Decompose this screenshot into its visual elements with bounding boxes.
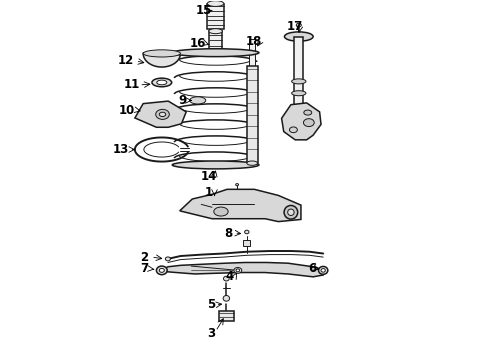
Bar xyxy=(219,311,234,321)
Text: 11: 11 xyxy=(124,78,140,91)
Bar xyxy=(249,40,255,66)
Polygon shape xyxy=(135,101,186,127)
Polygon shape xyxy=(180,189,301,222)
Text: 15: 15 xyxy=(196,4,212,17)
Ellipse shape xyxy=(166,257,171,261)
Ellipse shape xyxy=(321,269,325,272)
Text: 5: 5 xyxy=(207,298,215,311)
Ellipse shape xyxy=(156,109,170,120)
Ellipse shape xyxy=(292,91,306,96)
Ellipse shape xyxy=(290,127,297,133)
Ellipse shape xyxy=(234,267,242,273)
Ellipse shape xyxy=(157,80,167,85)
Ellipse shape xyxy=(304,110,312,115)
Ellipse shape xyxy=(152,78,172,87)
Polygon shape xyxy=(163,262,323,277)
Ellipse shape xyxy=(223,296,230,301)
Text: 6: 6 xyxy=(308,262,317,275)
Text: 7: 7 xyxy=(140,262,148,275)
Text: 2: 2 xyxy=(140,251,148,264)
Ellipse shape xyxy=(245,230,249,234)
Text: 18: 18 xyxy=(246,35,262,49)
Ellipse shape xyxy=(159,112,166,117)
Text: 13: 13 xyxy=(113,143,129,156)
Polygon shape xyxy=(282,103,321,140)
Ellipse shape xyxy=(223,276,229,281)
Polygon shape xyxy=(143,53,180,67)
Ellipse shape xyxy=(190,97,206,104)
Ellipse shape xyxy=(236,184,239,186)
Text: 14: 14 xyxy=(200,170,217,183)
Ellipse shape xyxy=(284,206,298,219)
Text: 3: 3 xyxy=(207,327,215,340)
Ellipse shape xyxy=(172,49,259,57)
Text: 8: 8 xyxy=(225,226,233,239)
Bar xyxy=(209,31,222,51)
Ellipse shape xyxy=(285,32,313,41)
Text: 12: 12 xyxy=(118,54,134,67)
Ellipse shape xyxy=(296,23,301,27)
Text: 16: 16 xyxy=(190,36,206,50)
Ellipse shape xyxy=(318,266,328,274)
Text: 10: 10 xyxy=(119,104,135,117)
Ellipse shape xyxy=(207,1,224,6)
Bar xyxy=(207,4,224,30)
Text: 4: 4 xyxy=(226,270,234,283)
Ellipse shape xyxy=(156,266,167,275)
Bar xyxy=(294,37,303,105)
Ellipse shape xyxy=(247,161,258,165)
Bar xyxy=(247,66,258,163)
Text: 1: 1 xyxy=(204,186,213,199)
Ellipse shape xyxy=(292,79,306,84)
Ellipse shape xyxy=(209,29,222,34)
Ellipse shape xyxy=(303,119,314,127)
Ellipse shape xyxy=(172,161,259,169)
Ellipse shape xyxy=(143,50,180,57)
Ellipse shape xyxy=(159,269,164,273)
Ellipse shape xyxy=(288,209,294,216)
Ellipse shape xyxy=(214,207,228,216)
Text: 9: 9 xyxy=(178,94,186,107)
Text: 17: 17 xyxy=(286,20,303,33)
Ellipse shape xyxy=(236,269,240,272)
Bar xyxy=(243,240,250,246)
